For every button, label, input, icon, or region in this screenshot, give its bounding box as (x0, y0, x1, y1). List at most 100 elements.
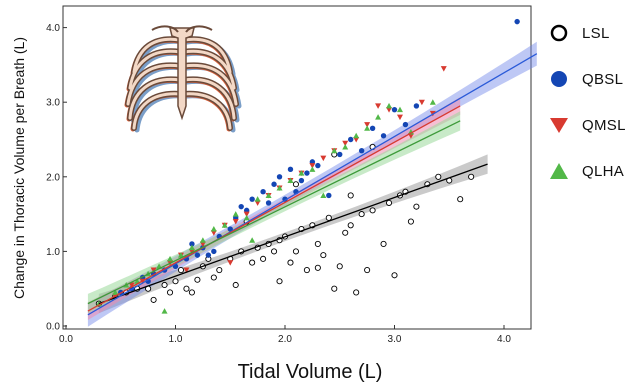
fit-lines (87, 53, 538, 316)
point-lsl (468, 173, 475, 180)
point-qlha (243, 214, 250, 221)
point-qmsl (188, 248, 195, 255)
point-lsl (358, 211, 365, 218)
point-qlha (309, 166, 316, 172)
point-qbsl (358, 147, 365, 154)
data-points (95, 18, 520, 314)
point-lsl (391, 272, 398, 279)
point-qlha (375, 114, 382, 120)
point-lsl (177, 266, 185, 274)
legend-item-qmsl: QMSL (548, 110, 626, 140)
point-qmsl (199, 241, 206, 247)
point-qlha (254, 196, 261, 202)
point-qbsl (326, 192, 332, 199)
point-lsl (303, 266, 310, 274)
legend-label: QMSL (582, 116, 626, 134)
point-qbsl (249, 196, 255, 202)
point-lsl (183, 285, 190, 292)
point-qmsl (254, 200, 261, 206)
point-qmsl (232, 219, 239, 225)
point-lsl (347, 192, 354, 199)
point-qbsl (315, 162, 321, 169)
x-tick-label: 4.0 (497, 334, 511, 345)
point-lsl (292, 248, 300, 255)
point-qlha (331, 147, 338, 154)
y-axis: 0.0 1.0 2.0 3.0 4.0 (46, 23, 67, 333)
point-qmsl (243, 211, 250, 218)
point-qbsl (260, 189, 266, 195)
point-qmsl (342, 140, 349, 147)
point-qmsl (128, 282, 135, 288)
point-lsl (216, 266, 223, 274)
x-axis: 0.0 1.0 2.0 3.0 4.0 (59, 325, 511, 345)
filled-circle-icon (548, 68, 570, 90)
point-lsl (161, 281, 168, 289)
y-tick-label: 4.0 (46, 23, 60, 34)
point-qlha (210, 226, 217, 232)
legend-label: QLHA (582, 162, 625, 180)
point-qbsl (298, 177, 305, 184)
fit-line-qmsl (87, 105, 461, 312)
point-lsl (287, 259, 294, 266)
point-qmsl (183, 267, 190, 274)
x-tick-label: 2.0 (278, 334, 292, 345)
point-qmsl (418, 99, 425, 106)
point-qlha (364, 125, 371, 131)
x-tick-label: 0.0 (59, 334, 73, 345)
point-qmsl (210, 230, 217, 236)
point-qbsl (227, 226, 233, 232)
point-qbsl (211, 248, 217, 255)
down-triangle-icon (548, 114, 570, 136)
point-qmsl (353, 137, 360, 143)
point-lsl (325, 214, 332, 221)
x-axis-title: Tidal Volume (L) (238, 361, 383, 383)
point-qbsl (205, 252, 212, 258)
point-lsl (385, 199, 393, 206)
point-lsl (276, 278, 283, 285)
point-lsl (435, 173, 442, 180)
y-axis-title: Change in Thoracic Volume per Breath (L) (11, 37, 27, 299)
point-qbsl (265, 200, 272, 206)
y-tick-label: 3.0 (46, 98, 60, 109)
point-lsl (413, 203, 420, 210)
point-qbsl (194, 252, 201, 258)
point-lsl (314, 240, 321, 247)
fit-line-qlha (87, 120, 461, 305)
y-tick-label: 0.0 (46, 322, 60, 333)
point-lsl (369, 207, 376, 214)
point-qlha (320, 192, 327, 198)
y-tick-label: 1.0 (46, 247, 60, 258)
point-lsl (270, 248, 278, 255)
point-lsl (249, 259, 256, 266)
point-qmsl (440, 66, 447, 72)
point-lsl (364, 266, 371, 274)
point-qlha (396, 106, 403, 113)
point-qlha (112, 289, 119, 295)
point-qlha (199, 237, 206, 243)
legend-item-lsl: LSL (548, 18, 610, 48)
point-qmsl (227, 260, 234, 266)
point-qmsl (320, 155, 327, 162)
point-qbsl (402, 121, 409, 128)
x-tick-label: 3.0 (388, 334, 402, 345)
point-lsl (166, 289, 174, 296)
point-lsl (260, 255, 267, 262)
legend-item-qbsl: QBSL (548, 64, 623, 94)
point-qlha (276, 184, 283, 191)
point-qmsl (150, 267, 157, 274)
point-lsl (232, 281, 239, 289)
point-lsl (172, 278, 179, 285)
legend: LSL QBSL QMSL QLHA (548, 16, 634, 216)
point-qbsl (514, 18, 520, 25)
point-lsl (210, 274, 217, 281)
point-qlha (188, 244, 195, 251)
point-lsl (331, 285, 338, 292)
point-qlha (342, 143, 349, 150)
x-tick-label: 1.0 (169, 334, 183, 345)
point-lsl (188, 289, 195, 296)
point-qlha (249, 237, 256, 243)
point-qlha (386, 102, 393, 109)
point-qlha (265, 192, 272, 198)
y-tick-label: 2.0 (46, 172, 60, 183)
